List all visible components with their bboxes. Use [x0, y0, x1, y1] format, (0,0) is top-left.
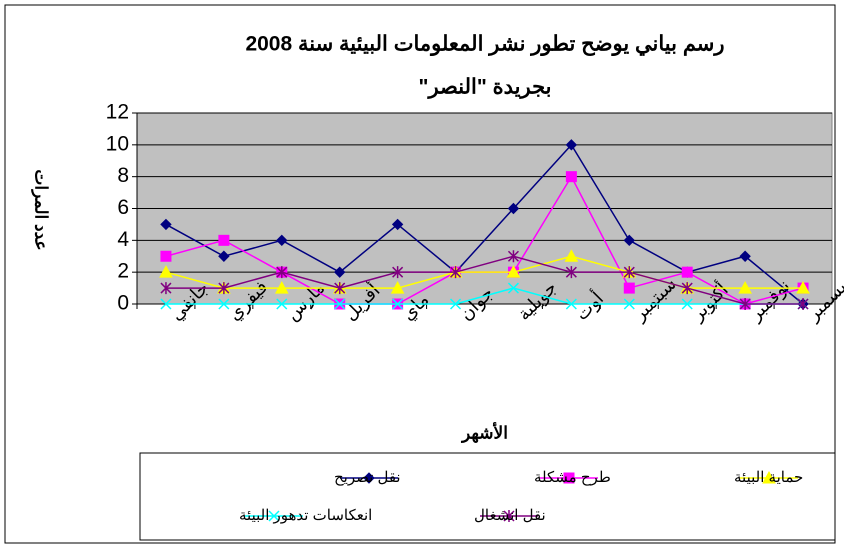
data-point: [334, 298, 346, 310]
data-point: [565, 171, 577, 183]
data-point: [160, 218, 172, 231]
data-point: [276, 266, 288, 279]
data-point: [507, 250, 519, 263]
series-line: [165, 255, 804, 305]
data-point: [274, 281, 289, 294]
data-point: [681, 266, 693, 278]
data-point: [334, 266, 346, 278]
data-point: [160, 298, 172, 310]
data-point: [797, 298, 809, 310]
data-point: [391, 218, 404, 231]
data-point: [681, 298, 693, 310]
data-point: [796, 281, 810, 294]
data-point: [218, 298, 230, 310]
legend-label: انعكاسات تدهور البيئة: [239, 507, 372, 524]
data-point: [392, 266, 404, 279]
y-tick-label: 2: [117, 260, 129, 283]
x-axis-label: الأشهر: [460, 421, 508, 443]
data-point: [503, 510, 515, 522]
data-point: [623, 298, 635, 310]
data-point: [218, 282, 230, 295]
y-tick-label: 8: [117, 164, 129, 187]
data-point: [623, 234, 635, 247]
series-line: [165, 255, 804, 289]
data-point: [390, 281, 405, 294]
legend: [139, 452, 836, 541]
data-point: [363, 472, 375, 484]
data-point: [565, 266, 577, 279]
data-point: [762, 470, 776, 484]
legend-label: نقل انشغال: [474, 507, 546, 524]
data-point: [159, 265, 173, 278]
y-tick-label: 0: [117, 292, 129, 315]
y-tick-label: 10: [106, 132, 129, 155]
data-point: [392, 298, 404, 310]
data-point: [739, 298, 751, 310]
data-point: [276, 298, 288, 310]
y-tick-label: 6: [117, 196, 129, 219]
data-point: [160, 250, 172, 262]
data-point: [623, 266, 635, 279]
y-axis-label: عدد المرات: [31, 169, 51, 250]
legend-label: طرح مشكلة: [534, 469, 611, 486]
data-point: [507, 202, 520, 215]
data-point: [623, 282, 635, 294]
chart-title: رسم بياني يوضح تطور نشر المعلومات البيئي…: [245, 33, 724, 57]
data-point: [160, 282, 172, 295]
series-line: [165, 287, 804, 305]
data-point: [565, 139, 578, 151]
data-point: [218, 234, 230, 246]
data-point: [563, 472, 575, 484]
data-point: [507, 282, 519, 294]
data-point: [218, 250, 230, 262]
data-point: [276, 234, 288, 247]
series-line: [165, 143, 804, 305]
legend-label: حماية البيئة: [734, 469, 803, 486]
data-point: [681, 282, 693, 295]
data-point: [268, 510, 280, 522]
y-tick-label: 12: [106, 101, 129, 124]
data-point: [506, 265, 521, 278]
data-point: [565, 298, 577, 310]
y-tick-label: 4: [117, 228, 129, 251]
legend-label: نقل تصريح: [334, 469, 401, 486]
data-point: [739, 250, 751, 262]
data-point: [450, 266, 462, 279]
data-point: [334, 282, 346, 295]
chart-subtitle: بجريدة "النصر": [419, 76, 552, 100]
data-point: [450, 298, 462, 310]
data-point: [564, 249, 579, 262]
data-point: [738, 281, 752, 294]
